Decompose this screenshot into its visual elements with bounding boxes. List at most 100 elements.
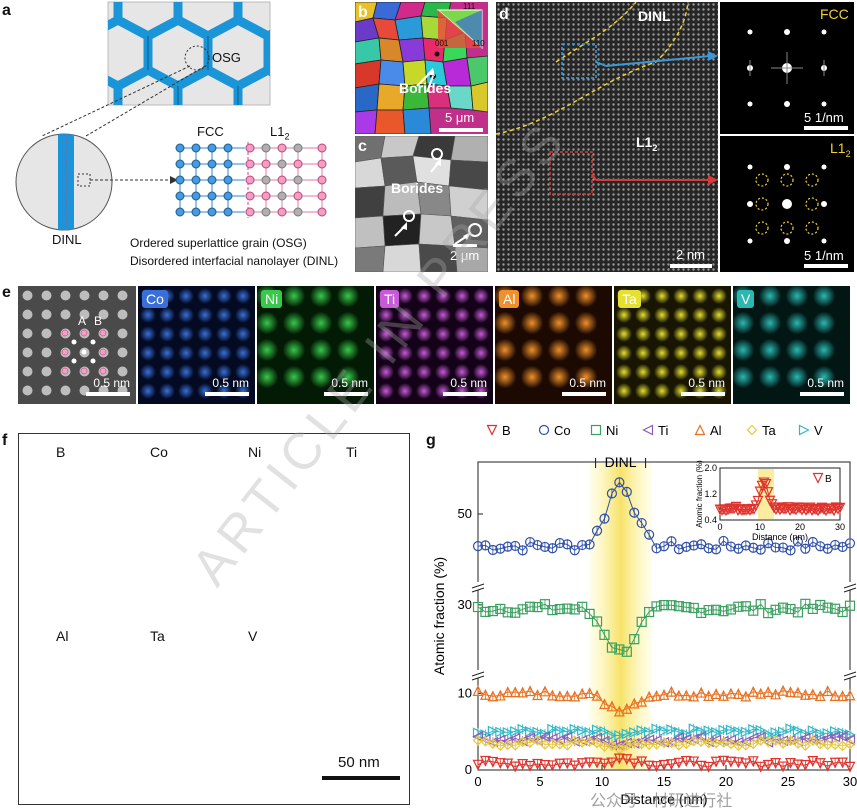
- data-point-al: [799, 688, 811, 700]
- axis-break: [471, 675, 485, 681]
- eds-atom-spot: [216, 288, 232, 304]
- data-point-ta: [561, 739, 573, 751]
- l12-label: L12: [270, 124, 290, 142]
- eds-atom-spot: [692, 288, 708, 304]
- data-point-al: [584, 687, 596, 699]
- data-point-co: [830, 539, 841, 551]
- data-point-v: [644, 726, 655, 738]
- eds-atom-spot: [416, 345, 432, 361]
- axis-break: [471, 587, 485, 593]
- y-tick-label: 50: [458, 506, 472, 521]
- eds-atom-spot: [758, 365, 782, 389]
- eds-atom-spot: [473, 326, 489, 342]
- data-point-al: [837, 690, 849, 702]
- eds-atom-spot: [574, 311, 598, 335]
- inset-data-point: [812, 505, 824, 517]
- data-point-ni: [681, 602, 692, 613]
- data-point-ni: [666, 600, 677, 611]
- data-point-ta: [710, 737, 722, 749]
- legend-marker-al: [694, 424, 706, 436]
- data-point-v: [651, 723, 663, 735]
- data-point-v: [725, 724, 737, 736]
- eds-atom-spot: [711, 345, 727, 361]
- eds-atom-spot: [397, 288, 413, 304]
- data-point-v: [495, 726, 507, 738]
- data-point-ta: [569, 735, 581, 746]
- data-point-al: [539, 685, 551, 697]
- eds-atom-spot: [159, 383, 175, 399]
- data-point-b: [799, 760, 811, 771]
- data-point-ni: [532, 601, 543, 613]
- data-point-b: [636, 756, 648, 768]
- eds-atom-spot: [547, 286, 571, 308]
- data-point-b: [494, 758, 506, 770]
- eds-atom-spot: [616, 307, 632, 323]
- eds-atom-spot: [812, 338, 836, 362]
- eds-atom-spot: [178, 307, 194, 323]
- eds-atom-spot: [673, 326, 689, 342]
- data-point-ni: [830, 603, 841, 614]
- fft-l12-label: L12: [830, 140, 851, 159]
- dinl-label-d: DINL: [638, 8, 671, 24]
- data-point-al: [777, 684, 789, 696]
- eds-atom-spot: [812, 311, 836, 335]
- data-point-al: [591, 689, 603, 701]
- data-point-al: [524, 685, 536, 697]
- data-point-co: [554, 537, 565, 549]
- ipf-001-label: 001: [435, 39, 449, 48]
- data-point-co: [792, 536, 804, 547]
- data-point-b: [546, 760, 558, 772]
- haadf-scale-bar: [86, 392, 130, 396]
- eds-atom-spot: [635, 345, 651, 361]
- eds-atom-spot: [574, 338, 598, 362]
- data-point-al: [658, 688, 670, 700]
- inset-data-point: [816, 502, 828, 514]
- data-point-v: [487, 725, 499, 737]
- data-point-ta: [829, 739, 841, 751]
- data-point-ti: [836, 731, 848, 743]
- eds-atom-spot: [378, 345, 394, 361]
- eds-atom-spot: [140, 307, 156, 323]
- eds-atom-spot: [197, 345, 213, 361]
- eds-element-label: Ta: [618, 290, 641, 308]
- data-point-v: [517, 723, 529, 735]
- data-point-b: [829, 757, 841, 769]
- eds-atom-spot: [416, 383, 432, 399]
- data-point-ni: [815, 599, 826, 611]
- data-point-co: [785, 545, 796, 556]
- eds-atom-spot: [711, 326, 727, 342]
- data-point-ta: [517, 736, 528, 748]
- data-point-ni: [495, 603, 506, 615]
- data-point-ni: [673, 601, 684, 612]
- inset-data-point: [734, 504, 746, 516]
- x-tick-label: 30: [843, 774, 857, 789]
- eds-atom-spot: [216, 307, 232, 323]
- data-point-v: [740, 726, 752, 738]
- inset-data-point: [776, 503, 788, 515]
- data-point-b: [658, 759, 670, 771]
- data-point-ni: [517, 604, 528, 615]
- eds-map-al: Al 0.5 nm: [495, 286, 612, 404]
- data-point-b: [643, 760, 655, 772]
- eds-atom-spot: [197, 364, 213, 380]
- data-point-al: [628, 697, 640, 709]
- inset-data-point: [762, 487, 774, 499]
- data-point-co: [800, 543, 811, 554]
- eds-atom-spot: [397, 345, 413, 361]
- data-point-ta: [658, 737, 670, 749]
- data-point-v: [614, 730, 626, 741]
- eds-atom-spot: [140, 345, 156, 361]
- data-point-ni: [785, 603, 796, 615]
- legend-marker-ta: [746, 424, 758, 436]
- eds-atom-spot: [520, 365, 544, 389]
- eds-atom-spot: [282, 338, 306, 362]
- eds-atom-spot: [282, 311, 306, 335]
- eds-atom-spot: [336, 365, 360, 389]
- inset-x-tick-label: 30: [835, 522, 845, 532]
- data-point-ni: [599, 629, 610, 640]
- data-point-co: [666, 536, 677, 547]
- eds-atom-spot: [673, 288, 689, 304]
- data-point-v: [584, 726, 596, 738]
- inset-data-point: [780, 503, 792, 515]
- data-point-ni: [591, 616, 603, 627]
